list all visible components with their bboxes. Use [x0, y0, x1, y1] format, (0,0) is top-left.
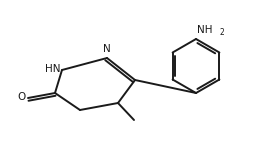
Text: O: O — [18, 92, 26, 102]
Text: HN: HN — [44, 64, 60, 74]
Text: 2: 2 — [219, 28, 224, 37]
Text: NH: NH — [197, 25, 213, 35]
Text: N: N — [103, 44, 111, 54]
